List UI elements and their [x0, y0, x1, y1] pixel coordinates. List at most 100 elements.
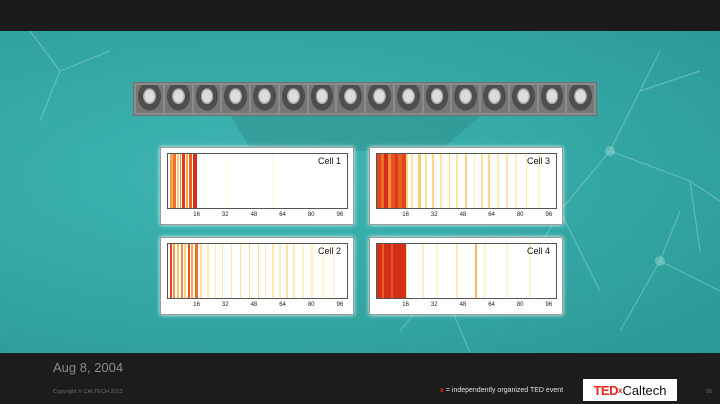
cell-1-stripe: [193, 154, 197, 208]
cell-4-title: Cell 4: [526, 246, 550, 256]
x-tick-label: 48: [459, 302, 467, 308]
cell-1-panel: Cell 1 16 32 48 64 80 96: [160, 147, 354, 225]
cell-2-stripe: [257, 244, 260, 298]
x-tick-label: 64: [279, 212, 286, 218]
cell-2-stripe: [332, 244, 335, 298]
face-photo-icon: [136, 85, 163, 113]
face-photo-icon: [481, 85, 508, 113]
face-photo-icon: [538, 85, 566, 113]
cell-4-stripe: [421, 244, 424, 298]
cell-1-stripe: [203, 154, 205, 208]
cell-2-stripe: [194, 244, 198, 298]
cell-2-stripe: [286, 244, 288, 298]
x-tick-label: 48: [459, 212, 467, 218]
cell-4-stripe: [382, 244, 385, 298]
x-tick-label: 16: [193, 212, 200, 218]
x-tick-label: 80: [516, 302, 524, 308]
cell-3-stripe: [405, 154, 409, 208]
cell-2-stripe: [180, 244, 184, 298]
cell-2-stripe: [173, 244, 176, 298]
x-tick-label: 16: [402, 302, 409, 308]
cell-3-stripe: [398, 154, 403, 208]
face-photo-icon: [251, 85, 278, 113]
cell-4-stripe: [475, 244, 478, 298]
cell-4-stripe: [484, 244, 487, 298]
cell-1-stripe: [179, 154, 182, 208]
face-photo-icon: [308, 85, 336, 113]
x-tick-label: 80: [516, 212, 524, 218]
cell-3-stripe: [411, 154, 413, 208]
cell-3-stripe: [380, 154, 385, 208]
strap-equals: =: [443, 387, 452, 394]
cell-3-stripe: [514, 154, 517, 208]
cell-3-stripe: [394, 154, 399, 208]
cell-3-stripe: [387, 154, 392, 208]
top-bar: [0, 0, 720, 31]
cell-2-stripe: [264, 244, 267, 298]
cell-3-stripe: [384, 154, 388, 208]
cell-3-stripe: [425, 154, 428, 208]
x-tick-label: 64: [279, 302, 286, 308]
cell-2-stripe: [278, 244, 281, 298]
cell-2-panel: Cell 2 16 32 48 64 80 96: [160, 237, 354, 315]
cell-2-stripe: [293, 244, 296, 298]
x-tick-label: 64: [488, 302, 495, 308]
cell-2-stripe: [230, 244, 233, 298]
x-tick-label: 48: [250, 212, 258, 218]
cell-3-panel: Cell 3 16 32 48 64 80 96: [369, 147, 563, 225]
cell-3-stripe: [418, 154, 421, 208]
cell-2-stripe: [321, 244, 324, 298]
cell-2-stripe: [239, 244, 242, 298]
cell-1-stripe: [271, 154, 273, 208]
cell-1-stripe: [173, 154, 177, 208]
cell-2-stripe: [311, 244, 313, 298]
cell-4-stripe: [391, 244, 394, 298]
x-tick-label: 96: [545, 302, 553, 308]
cell-2-stripe: [200, 244, 202, 298]
cell-4-stripe: [529, 244, 531, 298]
cell-1-stripe: [185, 154, 188, 208]
cell-3-stripe: [402, 154, 406, 208]
cell-1-stripe: [169, 154, 172, 208]
cell-3-plot: [376, 153, 557, 209]
x-tick-label: 96: [336, 302, 344, 308]
cell-3-stripe: [480, 154, 483, 208]
cell-1-stripe: [171, 154, 174, 208]
cell-3-stripe: [377, 154, 381, 208]
x-tick-label: 64: [488, 212, 495, 218]
page-number: 26: [706, 389, 713, 395]
x-tick-label: 32: [221, 302, 229, 308]
cell-4-plot: [376, 243, 557, 299]
x-tick-label: 80: [307, 212, 315, 218]
face-photo-icon: [279, 85, 307, 113]
cell-2-stripe: [187, 244, 191, 298]
face-photo-icon: [337, 85, 364, 113]
cell-2-stripe: [271, 244, 274, 298]
slide-area: Cell 1 16 32 48 64 80 96 Cell 3 16 32 48 64 80 96 …: [0, 31, 720, 353]
x-tick-label: 48: [250, 302, 258, 308]
cell-2-plot: [167, 243, 348, 299]
tedx-caltech-logo: TED x Caltech: [583, 379, 677, 401]
cell-1-stripe: [228, 154, 230, 208]
cell-3-stripe: [464, 154, 468, 208]
cell-1-stripe: [176, 154, 179, 208]
x-tick-label: 16: [193, 302, 200, 308]
face-photo-icon: [452, 85, 479, 113]
cell-1-plot: [167, 153, 348, 209]
face-photo-icon: [193, 85, 221, 113]
cell-2-stripe: [191, 244, 194, 298]
copyright-text: Copyright © CALTECH 2013: [53, 389, 123, 395]
strap-x: x: [440, 387, 444, 394]
cell-2-stripe: [221, 244, 224, 298]
cell-4-stripe: [505, 244, 508, 298]
cell-4-stripe: [455, 244, 458, 298]
face-photo-icon: [567, 85, 594, 113]
cell-1-title: Cell 1: [317, 156, 341, 166]
cell-3-stripe: [538, 154, 540, 208]
cell-4-stripe: [436, 244, 438, 298]
cell-2-stripe: [184, 244, 186, 298]
x-tick-label: 16: [402, 212, 409, 218]
logo-name: Caltech: [622, 382, 667, 398]
cell-2-stripe: [169, 244, 173, 298]
face-photo-icon: [164, 85, 192, 113]
